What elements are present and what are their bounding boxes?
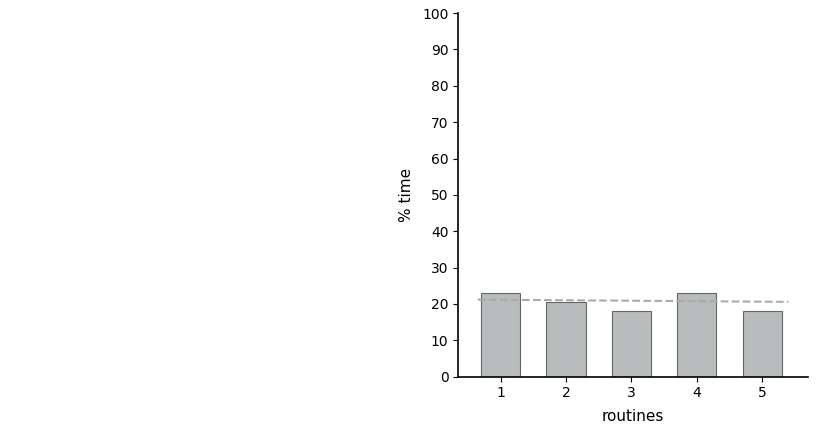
Bar [481, 293, 521, 377]
X-axis label: routines: routines [602, 409, 664, 424]
Bar [677, 293, 716, 377]
Bar [611, 311, 651, 377]
Bar [546, 302, 586, 377]
Y-axis label: % time: % time [399, 168, 414, 222]
Bar [742, 311, 782, 377]
